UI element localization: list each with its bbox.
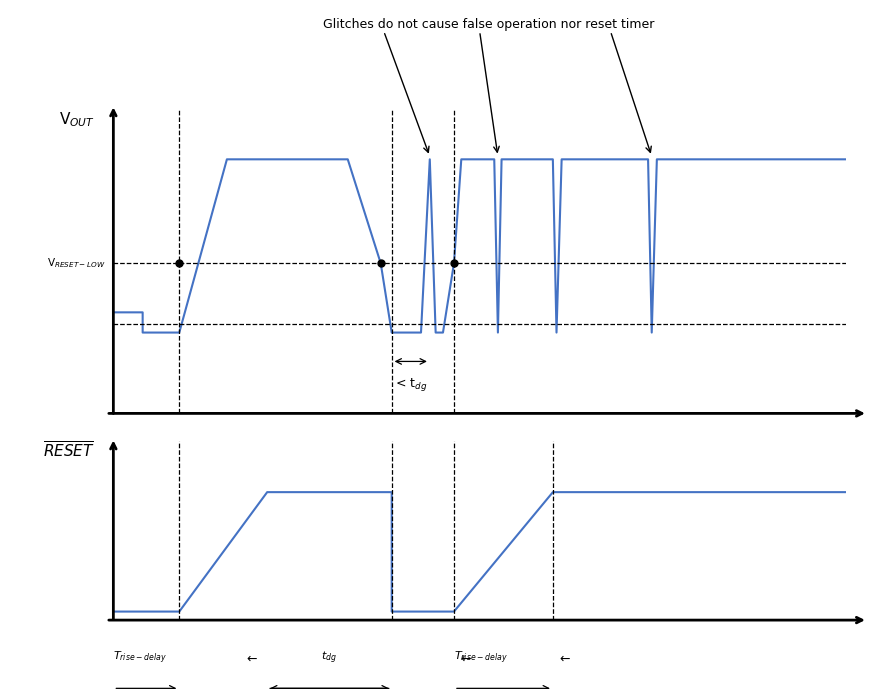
Text: Glitches do not cause false operation nor reset timer: Glitches do not cause false operation no…	[323, 18, 654, 30]
Text: $\leftarrow$: $\leftarrow$	[557, 652, 571, 664]
Text: V$_{RESET-LOW}$: V$_{RESET-LOW}$	[47, 256, 106, 270]
Text: $T_{rise-delay}$: $T_{rise-delay}$	[454, 650, 508, 666]
Text: $t_{dg}$: $t_{dg}$	[322, 650, 337, 666]
Text: $\leftarrow$: $\leftarrow$	[244, 652, 258, 664]
Text: $\leftarrow$: $\leftarrow$	[459, 652, 473, 664]
Text: < t$_{dg}$: < t$_{dg}$	[395, 376, 427, 393]
Text: $\overline{RESET}$: $\overline{RESET}$	[44, 441, 95, 461]
Text: V$_{OUT}$: V$_{OUT}$	[59, 110, 95, 129]
Text: $T_{rise-delay}$: $T_{rise-delay}$	[113, 650, 167, 666]
